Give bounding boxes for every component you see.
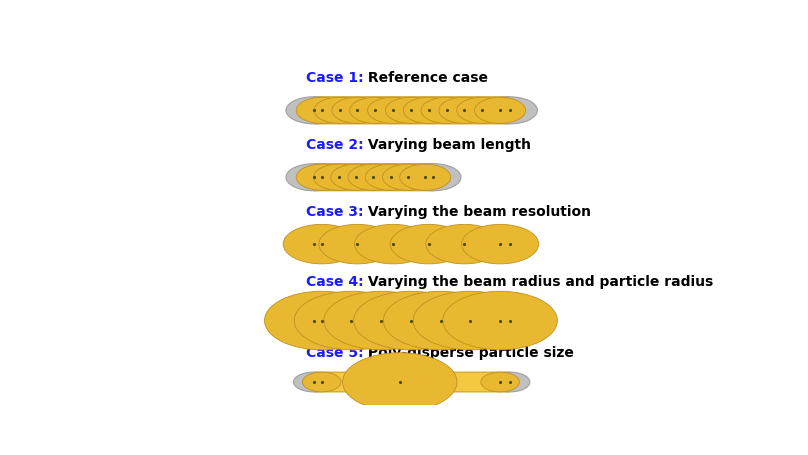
Ellipse shape xyxy=(343,353,457,411)
Ellipse shape xyxy=(421,97,472,123)
Text: Case 4:: Case 4: xyxy=(305,275,364,289)
Text: Varying the beam radius and particle radius: Varying the beam radius and particle rad… xyxy=(364,275,713,289)
Ellipse shape xyxy=(461,224,539,264)
Ellipse shape xyxy=(297,97,347,123)
Ellipse shape xyxy=(302,372,341,392)
Ellipse shape xyxy=(490,372,530,392)
Ellipse shape xyxy=(382,164,434,190)
Ellipse shape xyxy=(314,97,365,123)
FancyBboxPatch shape xyxy=(314,372,510,392)
Text: Reference case: Reference case xyxy=(364,71,488,85)
Text: Case 5:: Case 5: xyxy=(305,346,364,360)
Ellipse shape xyxy=(385,97,436,123)
Ellipse shape xyxy=(283,224,360,264)
Ellipse shape xyxy=(384,291,498,350)
Ellipse shape xyxy=(443,291,558,350)
Ellipse shape xyxy=(293,311,334,330)
Ellipse shape xyxy=(426,224,503,264)
Ellipse shape xyxy=(286,231,342,258)
Ellipse shape xyxy=(297,164,347,190)
Ellipse shape xyxy=(403,97,454,123)
FancyBboxPatch shape xyxy=(314,97,510,124)
Ellipse shape xyxy=(390,224,467,264)
Ellipse shape xyxy=(368,97,419,123)
Text: Varying beam length: Varying beam length xyxy=(364,138,532,152)
Ellipse shape xyxy=(474,97,525,123)
FancyBboxPatch shape xyxy=(314,231,510,258)
Ellipse shape xyxy=(286,164,342,191)
Ellipse shape xyxy=(350,97,401,123)
Ellipse shape xyxy=(400,164,451,190)
Ellipse shape xyxy=(314,164,364,190)
Ellipse shape xyxy=(457,97,507,123)
Ellipse shape xyxy=(294,291,409,350)
Text: Varying the beam resolution: Varying the beam resolution xyxy=(364,205,591,219)
FancyBboxPatch shape xyxy=(314,164,433,191)
Ellipse shape xyxy=(482,97,537,124)
Ellipse shape xyxy=(355,224,431,264)
Text: Case 3:: Case 3: xyxy=(305,205,364,219)
Ellipse shape xyxy=(286,97,342,124)
Ellipse shape xyxy=(264,291,379,350)
Ellipse shape xyxy=(413,291,528,350)
Text: Case 2:: Case 2: xyxy=(305,138,364,152)
Ellipse shape xyxy=(482,231,537,258)
Ellipse shape xyxy=(406,164,461,191)
Ellipse shape xyxy=(439,97,490,123)
Ellipse shape xyxy=(354,291,468,350)
FancyBboxPatch shape xyxy=(314,311,510,330)
Ellipse shape xyxy=(330,164,381,190)
Ellipse shape xyxy=(365,164,416,190)
Ellipse shape xyxy=(348,164,399,190)
Ellipse shape xyxy=(293,372,334,392)
Ellipse shape xyxy=(490,311,530,330)
Text: Poly-disperse particle size: Poly-disperse particle size xyxy=(364,346,574,360)
Ellipse shape xyxy=(332,97,383,123)
Ellipse shape xyxy=(324,291,439,350)
Ellipse shape xyxy=(481,372,520,392)
Text: Case 1:: Case 1: xyxy=(305,71,364,85)
Ellipse shape xyxy=(319,224,396,264)
